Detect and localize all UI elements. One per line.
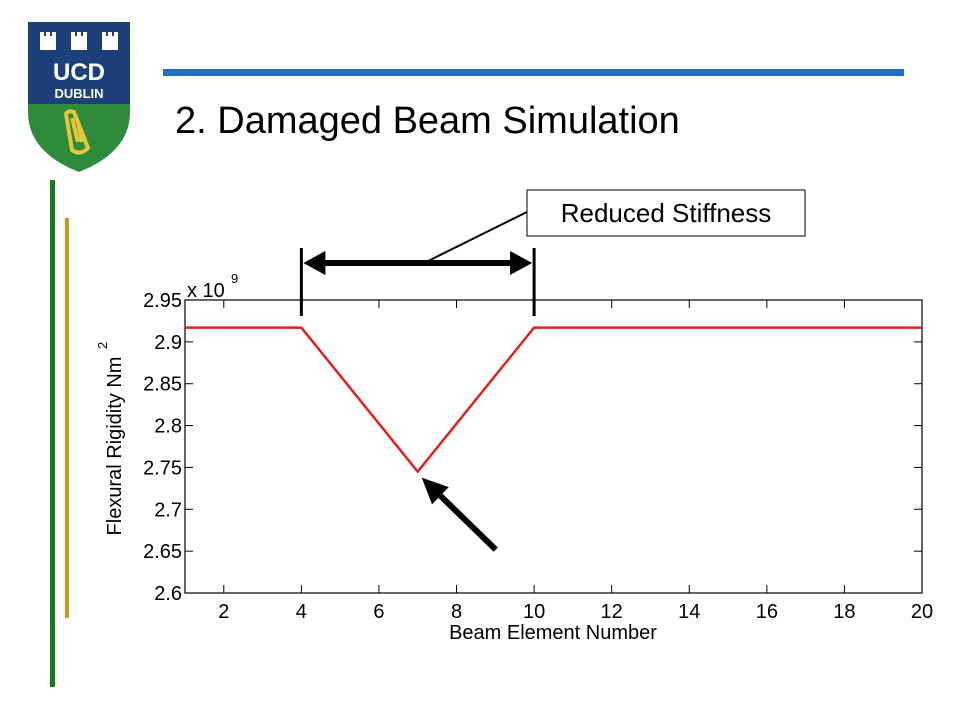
x-tick-label: 10 [523,601,545,623]
y-tick-label: 2.6 [154,583,182,605]
x-tick-label: 16 [756,601,778,623]
x-axis-label: Beam Element Number [449,622,657,644]
span-arrowhead-left [303,251,326,275]
x-tick-label: 14 [678,601,700,623]
logo-text-ucd: UCD [53,59,105,86]
x-tick-label: 18 [833,601,855,623]
y-tick-label: 2.95 [143,290,182,312]
y-tick-label: 2.8 [154,416,182,438]
y-tick-label: 2.65 [143,541,182,563]
x-tick-label: 6 [373,601,384,623]
y-axis: 2.6 2.65 2.7 2.75 2.8 2.85 2.9 2.95 [143,290,922,605]
span-arrowhead-right [510,251,533,275]
minimum-pointer-arrow [438,493,498,552]
x-tick-label: 20 [911,601,933,623]
y-axis-label: Flexural Rigidity Nm [104,357,126,536]
callout-box [526,189,806,237]
slide-title: 2. Damaged Beam Simulation [175,100,680,142]
damage-annotation: Reduced Stiffness [299,189,806,552]
castle-icons [40,32,118,50]
y-tick-label: 2.9 [154,332,182,354]
harp-icon [63,109,91,155]
minimum-pointer-arrowhead [421,477,449,505]
callout-leader [423,211,528,264]
side-bar-gold [65,218,69,618]
y-tick-label: 2.75 [143,457,182,479]
y-multiplier-exponent: 9 [231,271,238,286]
ucd-logo: UCD DUBLIN [28,22,130,172]
y-multiplier: x 10 [187,280,225,302]
side-bar-green [50,180,55,687]
x-tick-label: 4 [296,601,307,623]
y-tick-label: 2.7 [154,499,182,521]
x-tick-label: 12 [601,601,623,623]
y-axis-label-superscript: 2 [95,342,110,349]
plot-area [184,299,923,594]
y-tick-label: 2.85 [143,374,182,396]
title-rule [163,69,904,76]
callout-text: Reduced Stiffness [561,198,772,228]
x-tick-label: 2 [218,601,229,623]
series-line [185,326,922,474]
x-tick-label: 8 [451,601,462,623]
series-layer [185,326,922,474]
x-axis: 2 4 6 8 10 12 14 16 18 20 [218,300,933,623]
logo-text-dublin: DUBLIN [54,86,103,101]
